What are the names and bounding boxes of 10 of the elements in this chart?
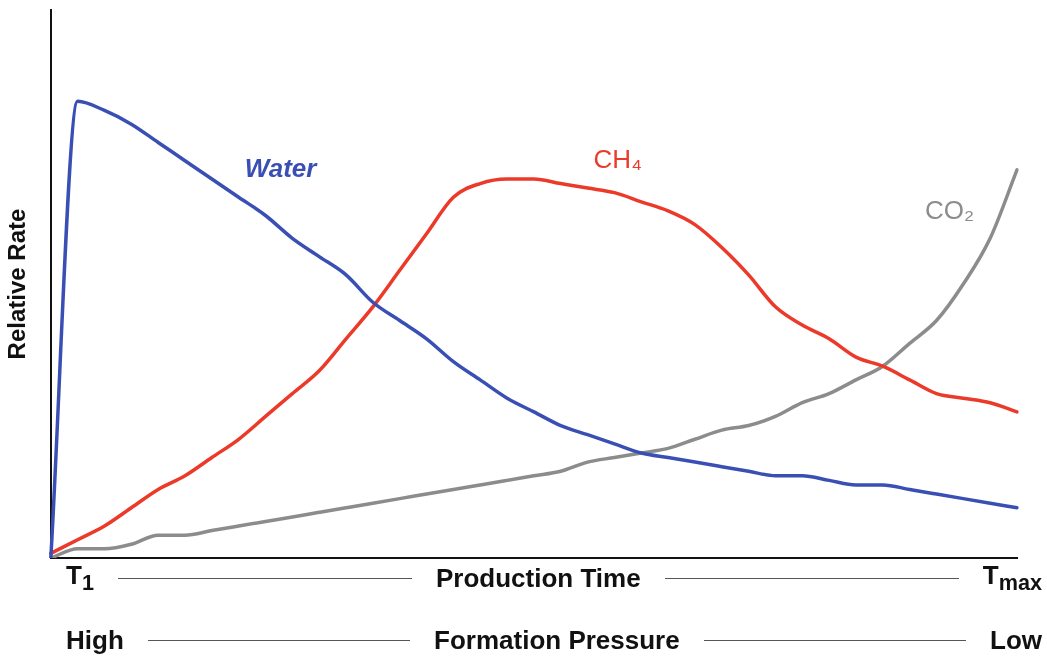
y-axis-title: Relative Rate: [3, 208, 31, 360]
text: Low: [990, 624, 1042, 656]
text: T$_{max}$: [982, 559, 1042, 597]
x-axis-title: Production Time: [436, 562, 641, 594]
series-label: CO₂: [925, 194, 975, 225]
series-label: CH₄: [593, 144, 642, 175]
series-label: Water: [244, 153, 319, 184]
text: Formation Pressure: [434, 624, 680, 656]
text: High: [66, 624, 124, 656]
text: T$_{1}$: [66, 559, 94, 597]
